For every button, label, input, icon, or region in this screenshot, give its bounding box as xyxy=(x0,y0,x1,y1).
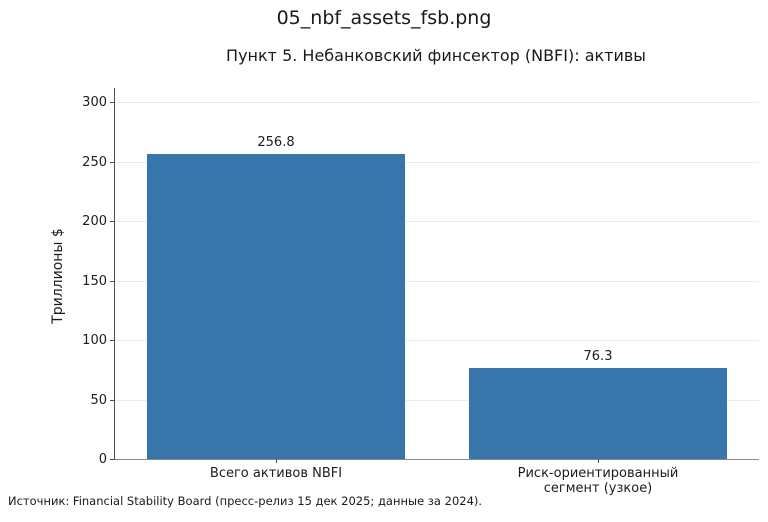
gridline xyxy=(115,221,759,223)
x-category-label: Риск-ориентированный сегмент (узкое) xyxy=(517,466,679,496)
chart-title: Пункт 5. Небанковский финсектор (NBFI): … xyxy=(226,46,646,65)
gridline xyxy=(115,340,759,342)
y-tick-mark xyxy=(110,102,115,104)
source-note: Источник: Financial Stability Board (пре… xyxy=(8,494,483,508)
y-tick-mark xyxy=(110,459,115,460)
y-tick-label: 200 xyxy=(82,214,107,230)
bar-value-label: 76.3 xyxy=(583,349,613,365)
x-tick-mark xyxy=(276,459,277,463)
gridline xyxy=(115,280,759,282)
y-tick-mark xyxy=(110,399,115,401)
y-tick-label: 300 xyxy=(82,95,107,111)
bar xyxy=(147,153,405,459)
y-tick-mark xyxy=(110,161,115,163)
bar xyxy=(469,368,727,459)
y-tick-label: 50 xyxy=(90,392,107,408)
plot-area: 0 50 100 150 200 250 300 256.8 Всего активов NBF… xyxy=(82,88,759,496)
y-tick-label: 250 xyxy=(82,154,107,170)
gridline xyxy=(115,102,759,104)
x-category-label: Всего активов NBFI xyxy=(209,466,343,481)
y-axis-label: Триллионы $ xyxy=(50,228,66,324)
y-tick-label: 150 xyxy=(82,273,107,289)
y-tick-mark xyxy=(110,221,115,223)
y-tick-mark xyxy=(110,280,115,282)
figure-filename-title: 05_nbf_assets_fsb.png xyxy=(276,7,492,29)
y-tick-label: 0 xyxy=(98,452,107,467)
y-tick-label: 100 xyxy=(82,333,107,349)
gridline xyxy=(115,161,759,163)
x-tick-mark xyxy=(598,459,599,463)
gridline xyxy=(115,399,759,401)
bar-value-label: 256.8 xyxy=(257,134,295,150)
y-tick-mark xyxy=(110,340,115,342)
